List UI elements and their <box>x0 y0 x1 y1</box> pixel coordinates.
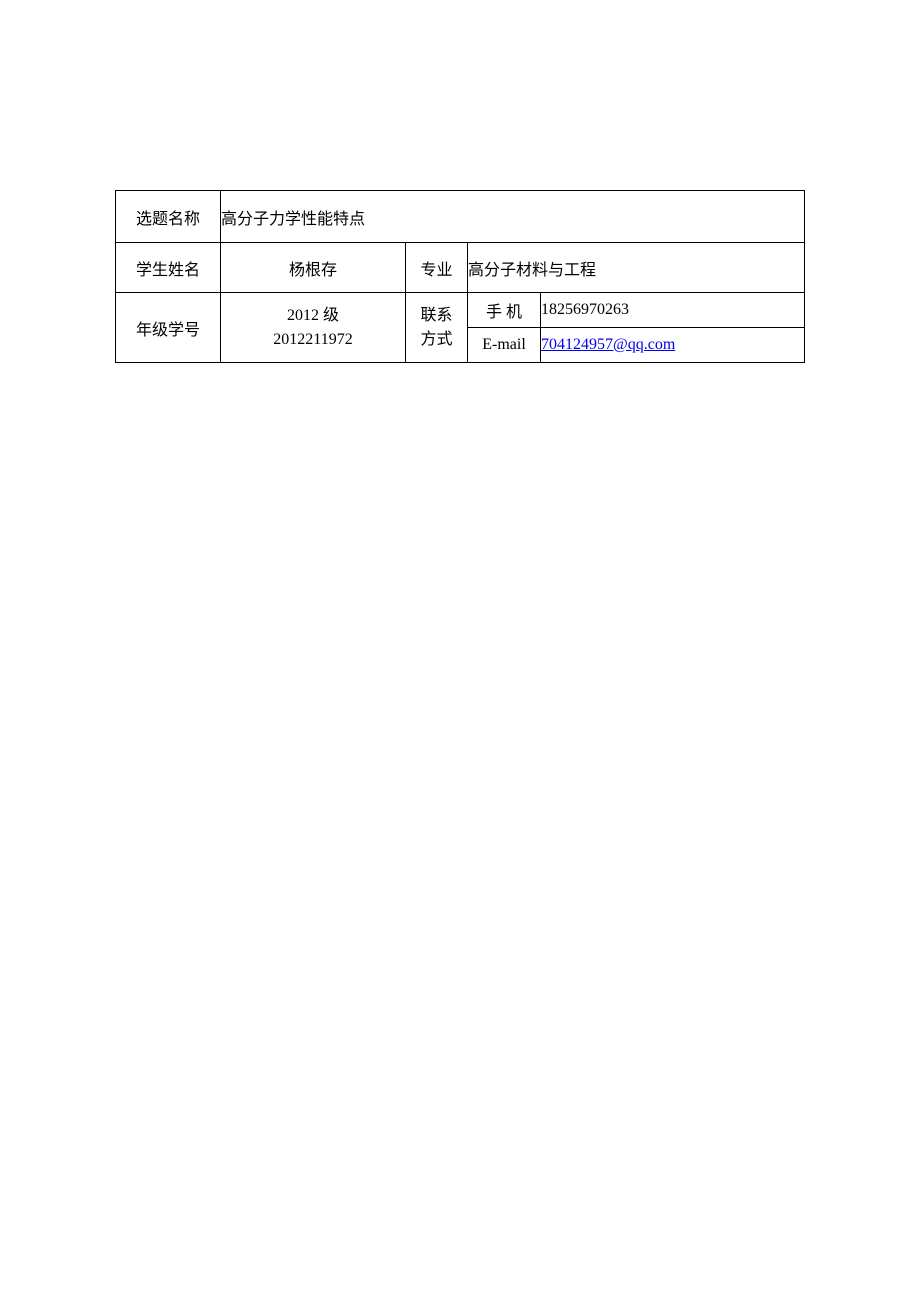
phone-value: 18256970263 <box>541 293 805 328</box>
major-label: 专业 <box>406 243 468 293</box>
name-value: 杨根存 <box>221 243 406 293</box>
table-row-name: 学生姓名 杨根存 专业 高分子材料与工程 <box>116 243 805 293</box>
grade-text: 2012 级 <box>287 307 339 324</box>
student-info-table: 选题名称 高分子力学性能特点 学生姓名 杨根存 专业 高分子材料与工程 年级学号… <box>115 190 805 363</box>
email-label: E-mail <box>468 328 541 363</box>
topic-label: 选题名称 <box>116 191 221 243</box>
email-link[interactable]: 704124957@qq.com <box>541 336 675 353</box>
student-id-text: 2012211972 <box>273 331 352 348</box>
grade-value: 2012 级 2012211972 <box>221 293 406 363</box>
major-value: 高分子材料与工程 <box>468 243 805 293</box>
name-label: 学生姓名 <box>116 243 221 293</box>
topic-value: 高分子力学性能特点 <box>221 191 805 243</box>
phone-label: 手 机 <box>468 293 541 328</box>
grade-label: 年级学号 <box>116 293 221 363</box>
table-row-topic: 选题名称 高分子力学性能特点 <box>116 191 805 243</box>
contact-label-line1: 联系 <box>420 307 452 324</box>
contact-label: 联系 方式 <box>406 293 468 363</box>
contact-label-line2: 方式 <box>420 331 452 348</box>
table-row-grade-phone: 年级学号 2012 级 2012211972 联系 方式 手 机 1825697… <box>116 293 805 328</box>
email-value-cell: 704124957@qq.com <box>541 328 805 363</box>
